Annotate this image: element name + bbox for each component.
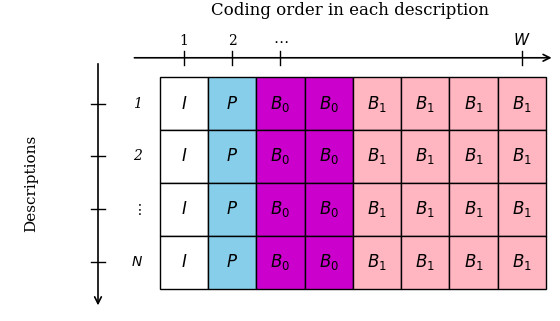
Bar (498, 77, 546, 130)
Text: $P$: $P$ (226, 94, 238, 113)
Text: $B_1$: $B_1$ (464, 93, 483, 114)
Bar (498, 236, 546, 289)
Text: $I$: $I$ (180, 200, 187, 219)
Bar (208, 183, 256, 236)
Text: $B_1$: $B_1$ (367, 93, 387, 114)
Bar (256, 130, 305, 183)
Text: $B_0$: $B_0$ (270, 252, 290, 273)
Text: $P$: $P$ (226, 147, 238, 166)
Bar (449, 236, 498, 289)
Text: $B_1$: $B_1$ (416, 199, 435, 220)
Text: $B_1$: $B_1$ (512, 252, 532, 273)
Text: $B_1$: $B_1$ (416, 93, 435, 114)
Bar (208, 130, 256, 183)
Text: $B_0$: $B_0$ (319, 93, 339, 114)
Bar (256, 183, 305, 236)
Bar (353, 77, 401, 130)
Bar (305, 236, 353, 289)
Text: $B_0$: $B_0$ (270, 146, 290, 167)
Bar (401, 77, 449, 130)
Bar (305, 183, 353, 236)
Text: 1: 1 (179, 33, 188, 48)
Bar (160, 77, 208, 130)
Bar (256, 236, 305, 289)
Text: $B_1$: $B_1$ (512, 146, 532, 167)
Bar (401, 183, 449, 236)
Bar (305, 130, 353, 183)
Bar (449, 130, 498, 183)
Bar (305, 77, 353, 130)
Text: $B_1$: $B_1$ (367, 252, 387, 273)
Text: Descriptions: Descriptions (24, 134, 38, 231)
Bar (160, 236, 208, 289)
Bar (160, 130, 208, 183)
Text: 1: 1 (133, 97, 142, 110)
Bar (353, 183, 401, 236)
Bar (160, 183, 208, 236)
Text: $W$: $W$ (513, 31, 531, 48)
Text: $P$: $P$ (226, 200, 238, 219)
Bar (498, 183, 546, 236)
Bar (401, 236, 449, 289)
Bar (401, 130, 449, 183)
Text: $B_0$: $B_0$ (319, 252, 339, 273)
Text: $B_1$: $B_1$ (464, 146, 483, 167)
Text: $\cdots$: $\cdots$ (273, 32, 288, 48)
Text: $B_1$: $B_1$ (367, 199, 387, 220)
Bar (208, 77, 256, 130)
Text: Coding order in each description: Coding order in each description (211, 2, 489, 19)
Text: 2: 2 (133, 150, 142, 163)
Bar (353, 236, 401, 289)
Text: $B_1$: $B_1$ (512, 93, 532, 114)
Bar (353, 130, 401, 183)
Text: $I$: $I$ (180, 94, 187, 113)
Text: $B_1$: $B_1$ (367, 146, 387, 167)
Text: $I$: $I$ (180, 147, 187, 166)
Text: $B_1$: $B_1$ (416, 146, 435, 167)
Text: $I$: $I$ (180, 253, 187, 272)
Text: $B_0$: $B_0$ (319, 146, 339, 167)
Text: 2: 2 (228, 33, 236, 48)
Text: $N$: $N$ (131, 256, 143, 269)
Text: $B_0$: $B_0$ (270, 93, 290, 114)
Text: $B_1$: $B_1$ (464, 252, 483, 273)
Bar (256, 77, 305, 130)
Bar (208, 236, 256, 289)
Bar (449, 77, 498, 130)
Text: $P$: $P$ (226, 253, 238, 272)
Text: $B_1$: $B_1$ (512, 199, 532, 220)
Text: $B_1$: $B_1$ (416, 252, 435, 273)
Text: $B_0$: $B_0$ (319, 199, 339, 220)
Text: $B_0$: $B_0$ (270, 199, 290, 220)
Text: $\vdots$: $\vdots$ (132, 202, 142, 217)
Bar (449, 183, 498, 236)
Text: $B_1$: $B_1$ (464, 199, 483, 220)
Bar (498, 130, 546, 183)
